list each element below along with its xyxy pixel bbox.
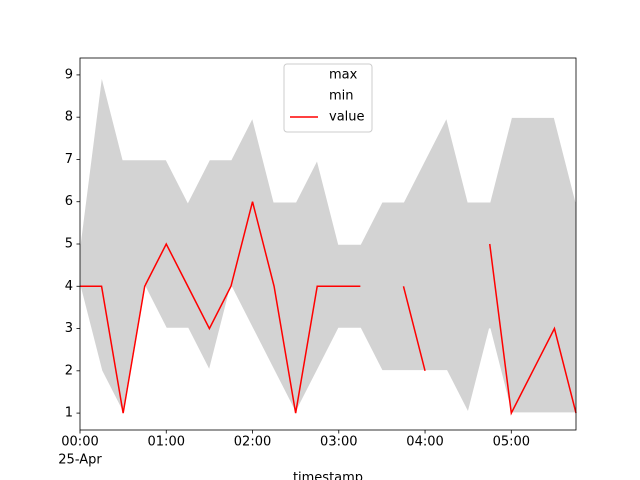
range-fill [80, 74, 576, 414]
legend-label: value [329, 110, 365, 125]
legend-box [283, 63, 373, 133]
y-tick-label: 5 [65, 237, 73, 252]
x-tick-label: 05:00 [493, 435, 530, 450]
y-tick-label: 7 [65, 152, 73, 167]
x-axis-label: timestamp [293, 471, 363, 480]
y-tick-label: 1 [65, 406, 73, 421]
y-tick-label: 8 [65, 110, 73, 125]
series-line [79, 74, 577, 245]
legend: max min value [283, 63, 373, 133]
y-tick-label: 3 [65, 321, 73, 336]
y-tick-label: 9 [65, 67, 73, 82]
y-tick-label: 4 [65, 279, 73, 294]
series-line [79, 283, 576, 416]
y-tick-label: 2 [65, 363, 73, 378]
series-line [80, 201, 577, 416]
y-tick-label: 6 [65, 194, 73, 209]
x-tick-label: 03:00 [320, 435, 357, 450]
x-tick-label: 00:00 [61, 435, 98, 450]
x-tick-date: 25-Apr [58, 453, 102, 468]
x-tick-label: 01:00 [148, 435, 185, 450]
x-tick-label: 02:00 [234, 435, 271, 450]
legend-label: min [329, 89, 354, 104]
legend-label: max [329, 68, 358, 83]
x-tick-label: 04:00 [406, 435, 443, 450]
